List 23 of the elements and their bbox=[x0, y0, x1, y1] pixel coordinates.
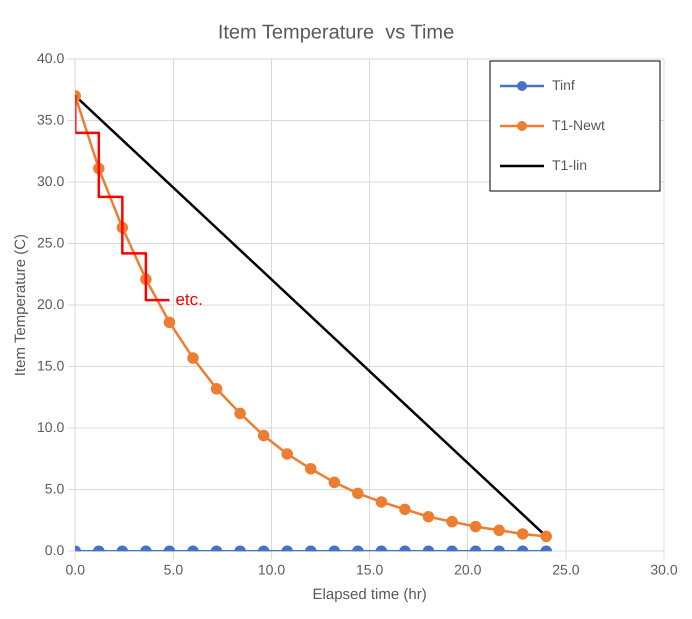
x-tick-label: 0.0 bbox=[66, 561, 86, 578]
x-tick-label: 5.0 bbox=[164, 561, 184, 578]
x-axis-title: Elapsed time (hr) bbox=[312, 586, 427, 604]
y-tick-label: 35.0 bbox=[37, 111, 64, 128]
y-axis-title: Item Temperature (C) bbox=[12, 234, 30, 376]
y-tick-label: 0.0 bbox=[44, 542, 64, 558]
x-tick-label: 10.0 bbox=[258, 561, 286, 578]
chart-title: Item Temperature vs Time bbox=[218, 22, 454, 44]
x-tick-label: 30.0 bbox=[650, 561, 678, 578]
x-tick-label: 15.0 bbox=[356, 561, 384, 578]
y-tick-label: 20.0 bbox=[37, 296, 64, 312]
y-tick-label: 30.0 bbox=[37, 172, 64, 189]
y-tick-label: 5.0 bbox=[44, 480, 64, 497]
legend-label: T1-Newt bbox=[552, 116, 606, 133]
legend-label: Tinf bbox=[552, 76, 575, 93]
x-tick-label: 25.0 bbox=[552, 561, 580, 578]
x-tick-label: 20.0 bbox=[454, 561, 482, 578]
y-tick-label: 10.0 bbox=[37, 419, 64, 436]
y-tick-label: 15.0 bbox=[37, 357, 64, 374]
legend-label: T1-lin bbox=[552, 156, 588, 173]
annotation: etc. bbox=[175, 290, 203, 309]
y-tick-label: 25.0 bbox=[37, 234, 64, 250]
y-tick-label: 40.0 bbox=[37, 50, 64, 66]
